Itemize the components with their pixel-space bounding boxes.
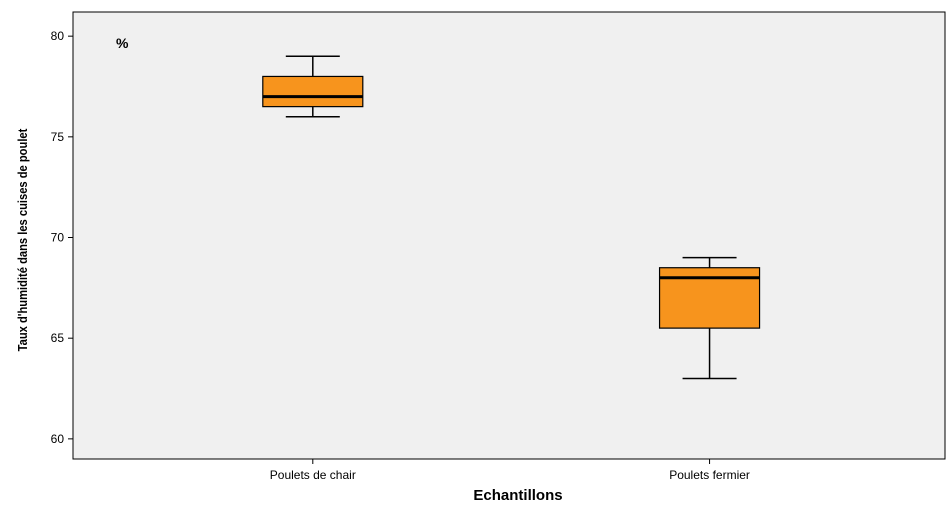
box-plot-item (658, 256, 761, 380)
y-tick-label: 65 (51, 331, 65, 345)
box-plot-item (262, 55, 364, 118)
plot-area (72, 11, 946, 460)
x-tick-label: Poulets fermier (669, 468, 750, 482)
x-tick-label: Poulets de chair (270, 468, 356, 482)
y-tick-label: 70 (51, 231, 65, 245)
y-axis: 60 65 70 75 80 (51, 29, 73, 446)
y-axis-label: Taux d'humidité dans les cuises de poule… (15, 129, 30, 352)
y-tick-label: 80 (51, 29, 65, 43)
x-axis-label: Echantillons (473, 487, 562, 504)
box-iqr (262, 75, 364, 108)
y-tick-label: 60 (51, 432, 65, 446)
boxes-group (262, 55, 761, 380)
unit-annotation: % (116, 35, 129, 51)
x-axis: Poulets de chair Poulets fermier (270, 459, 750, 482)
y-tick-label: 75 (51, 130, 65, 144)
